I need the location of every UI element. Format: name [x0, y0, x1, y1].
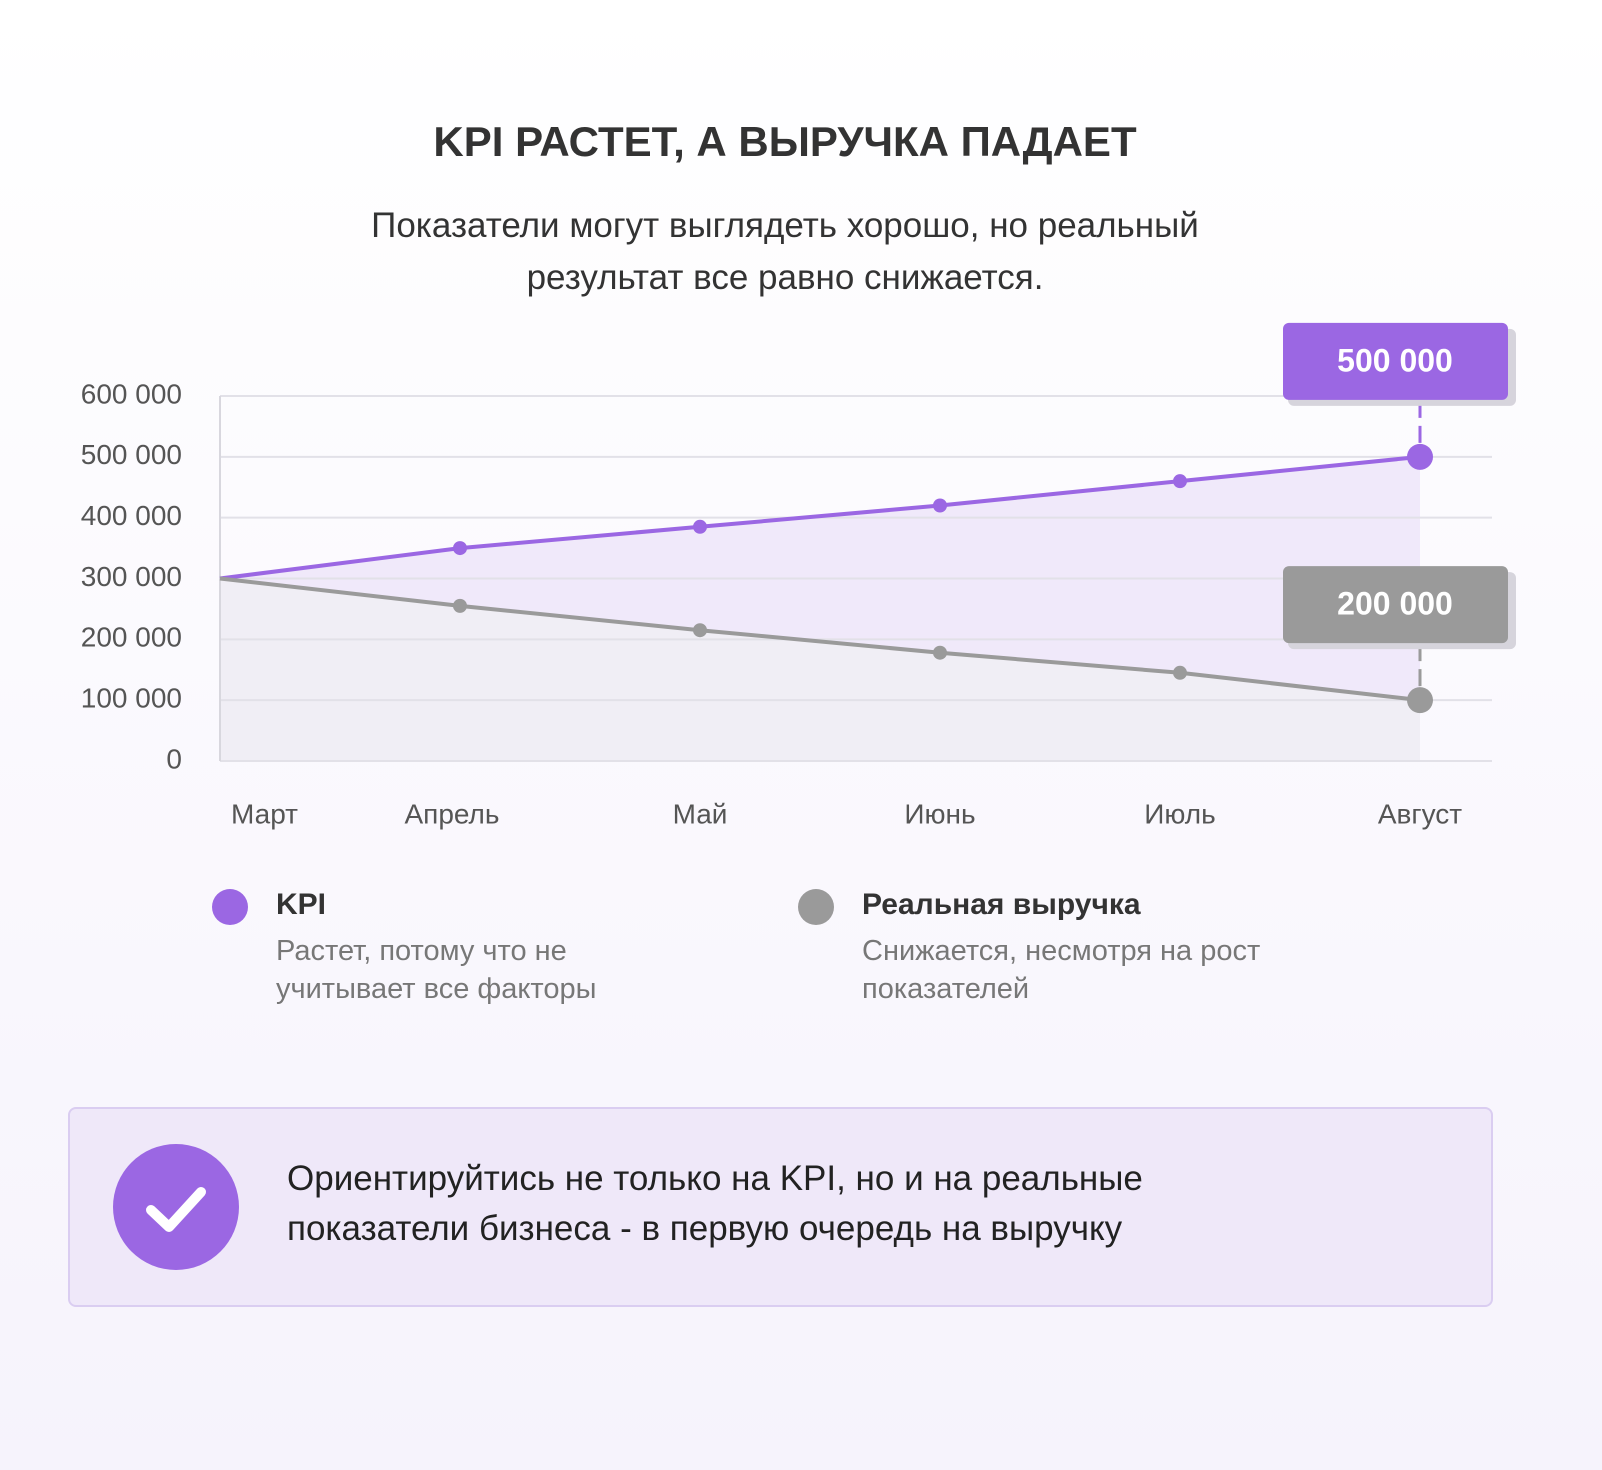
legend-name: Реальная выручка — [862, 888, 1141, 921]
legend-name: KPI — [276, 888, 327, 921]
data-point — [1173, 474, 1187, 489]
callout-label: 500 000 — [1337, 342, 1453, 378]
series-line — [219, 576, 1421, 703]
legend-dot — [798, 889, 834, 925]
y-tick-label: 200 000 — [81, 622, 182, 653]
series-area — [220, 578, 1420, 761]
y-tick-label: 500 000 — [81, 439, 182, 470]
chart: 0 100 000 200 000 300 000 400 000 500 000 600 … — [81, 322, 1516, 829]
data-point — [693, 519, 707, 534]
y-tick-label: 300 000 — [81, 561, 182, 592]
data-point — [453, 598, 467, 613]
x-tick-label: Август — [1378, 798, 1462, 829]
x-tick-label: Март — [231, 798, 298, 829]
legend-description: Снижается, несмотря на рост показателей — [862, 935, 1261, 1005]
chart-title: KPI РАСТЕТ, А ВЫРУЧКА ПАДАЕТ — [433, 118, 1137, 165]
data-point — [693, 623, 707, 638]
note-banner — [68, 1107, 1493, 1307]
callout-label: 200 000 — [1337, 586, 1453, 622]
x-tick-label: Май — [673, 798, 728, 829]
y-tick-label: 100 000 — [81, 683, 182, 714]
y-tick-label: 400 000 — [81, 500, 182, 531]
check-icon — [113, 1144, 239, 1270]
note-text: Ориентируйтись не только на KPI, но и на… — [287, 1159, 1143, 1248]
data-point — [933, 498, 947, 513]
legend-dot — [212, 889, 248, 925]
data-point — [933, 645, 947, 660]
callout-box — [1283, 566, 1508, 644]
data-point — [1407, 687, 1433, 714]
legend-description: Растет, потому что не учитывает все факт… — [276, 935, 597, 1005]
chart-subtitle: Показатели могут выглядеть хорошо, но ре… — [371, 206, 1199, 297]
data-point — [1173, 665, 1187, 680]
callout-box — [1283, 322, 1508, 400]
data-point — [453, 541, 467, 556]
data-point — [1407, 443, 1433, 470]
x-tick-label: Апрель — [405, 798, 500, 829]
y-tick-label: 600 000 — [81, 378, 182, 409]
series-line — [219, 454, 1421, 581]
x-tick-label: Июль — [1144, 798, 1215, 829]
x-tick-label: Июнь — [904, 798, 975, 829]
y-tick-label: 0 — [166, 743, 182, 774]
